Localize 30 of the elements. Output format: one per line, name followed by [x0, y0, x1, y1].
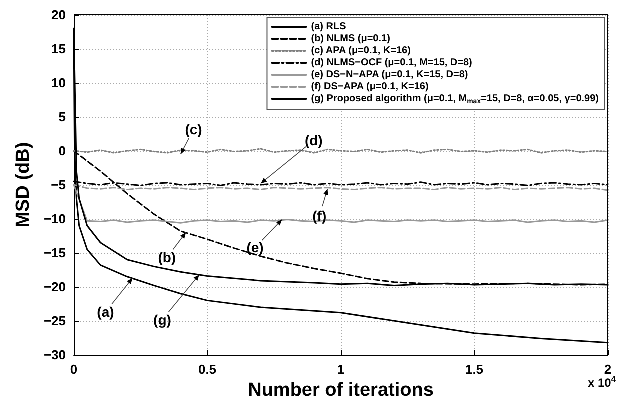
- y-tick-label: −15: [44, 246, 66, 261]
- y-axis-title: MSD (dB): [13, 142, 34, 228]
- x-tick-label: 0: [70, 362, 78, 378]
- y-tick-label: −5: [51, 178, 66, 193]
- legend-label: (d) NLMS−OCF (μ=0.1, M=15, D=8): [311, 58, 472, 68]
- annotation: (d): [304, 132, 323, 149]
- y-tick-label: −20: [44, 280, 66, 295]
- legend-label: (f) DS−APA (μ=0.1, K=16): [311, 82, 429, 92]
- annotation: (c): [185, 121, 202, 138]
- y-tick-label: 10: [52, 76, 66, 91]
- legend-label: (e) DS−N−APA (μ=0.1, K=15, D=8): [311, 70, 468, 80]
- annotation: (g): [154, 312, 172, 328]
- y-tick-label: 0: [58, 144, 66, 159]
- annotation: (a): [97, 304, 114, 320]
- annotation: (b): [158, 250, 176, 266]
- annotation: (e): [246, 240, 264, 256]
- x-tick-label: 1: [337, 362, 345, 378]
- x-axis-title: Number of iterations: [248, 380, 434, 401]
- legend-label: (a) RLS: [311, 22, 347, 32]
- annotation: (f): [312, 208, 327, 224]
- y-tick-label: 20: [52, 8, 66, 22]
- y-tick-label: 5: [58, 110, 66, 125]
- y-tick-label: −25: [44, 314, 66, 329]
- y-tick-label: −10: [44, 212, 66, 227]
- legend-label: (b) NLMS (μ=0.1): [311, 34, 390, 44]
- y-tick-label: 15: [52, 42, 66, 57]
- y-tick-label: −30: [44, 348, 66, 363]
- x-tick-label: 0.5: [198, 362, 217, 378]
- x-tick-label: 1.5: [465, 362, 484, 378]
- legend-label: (c) APA (μ=0.1, K=16): [311, 46, 411, 56]
